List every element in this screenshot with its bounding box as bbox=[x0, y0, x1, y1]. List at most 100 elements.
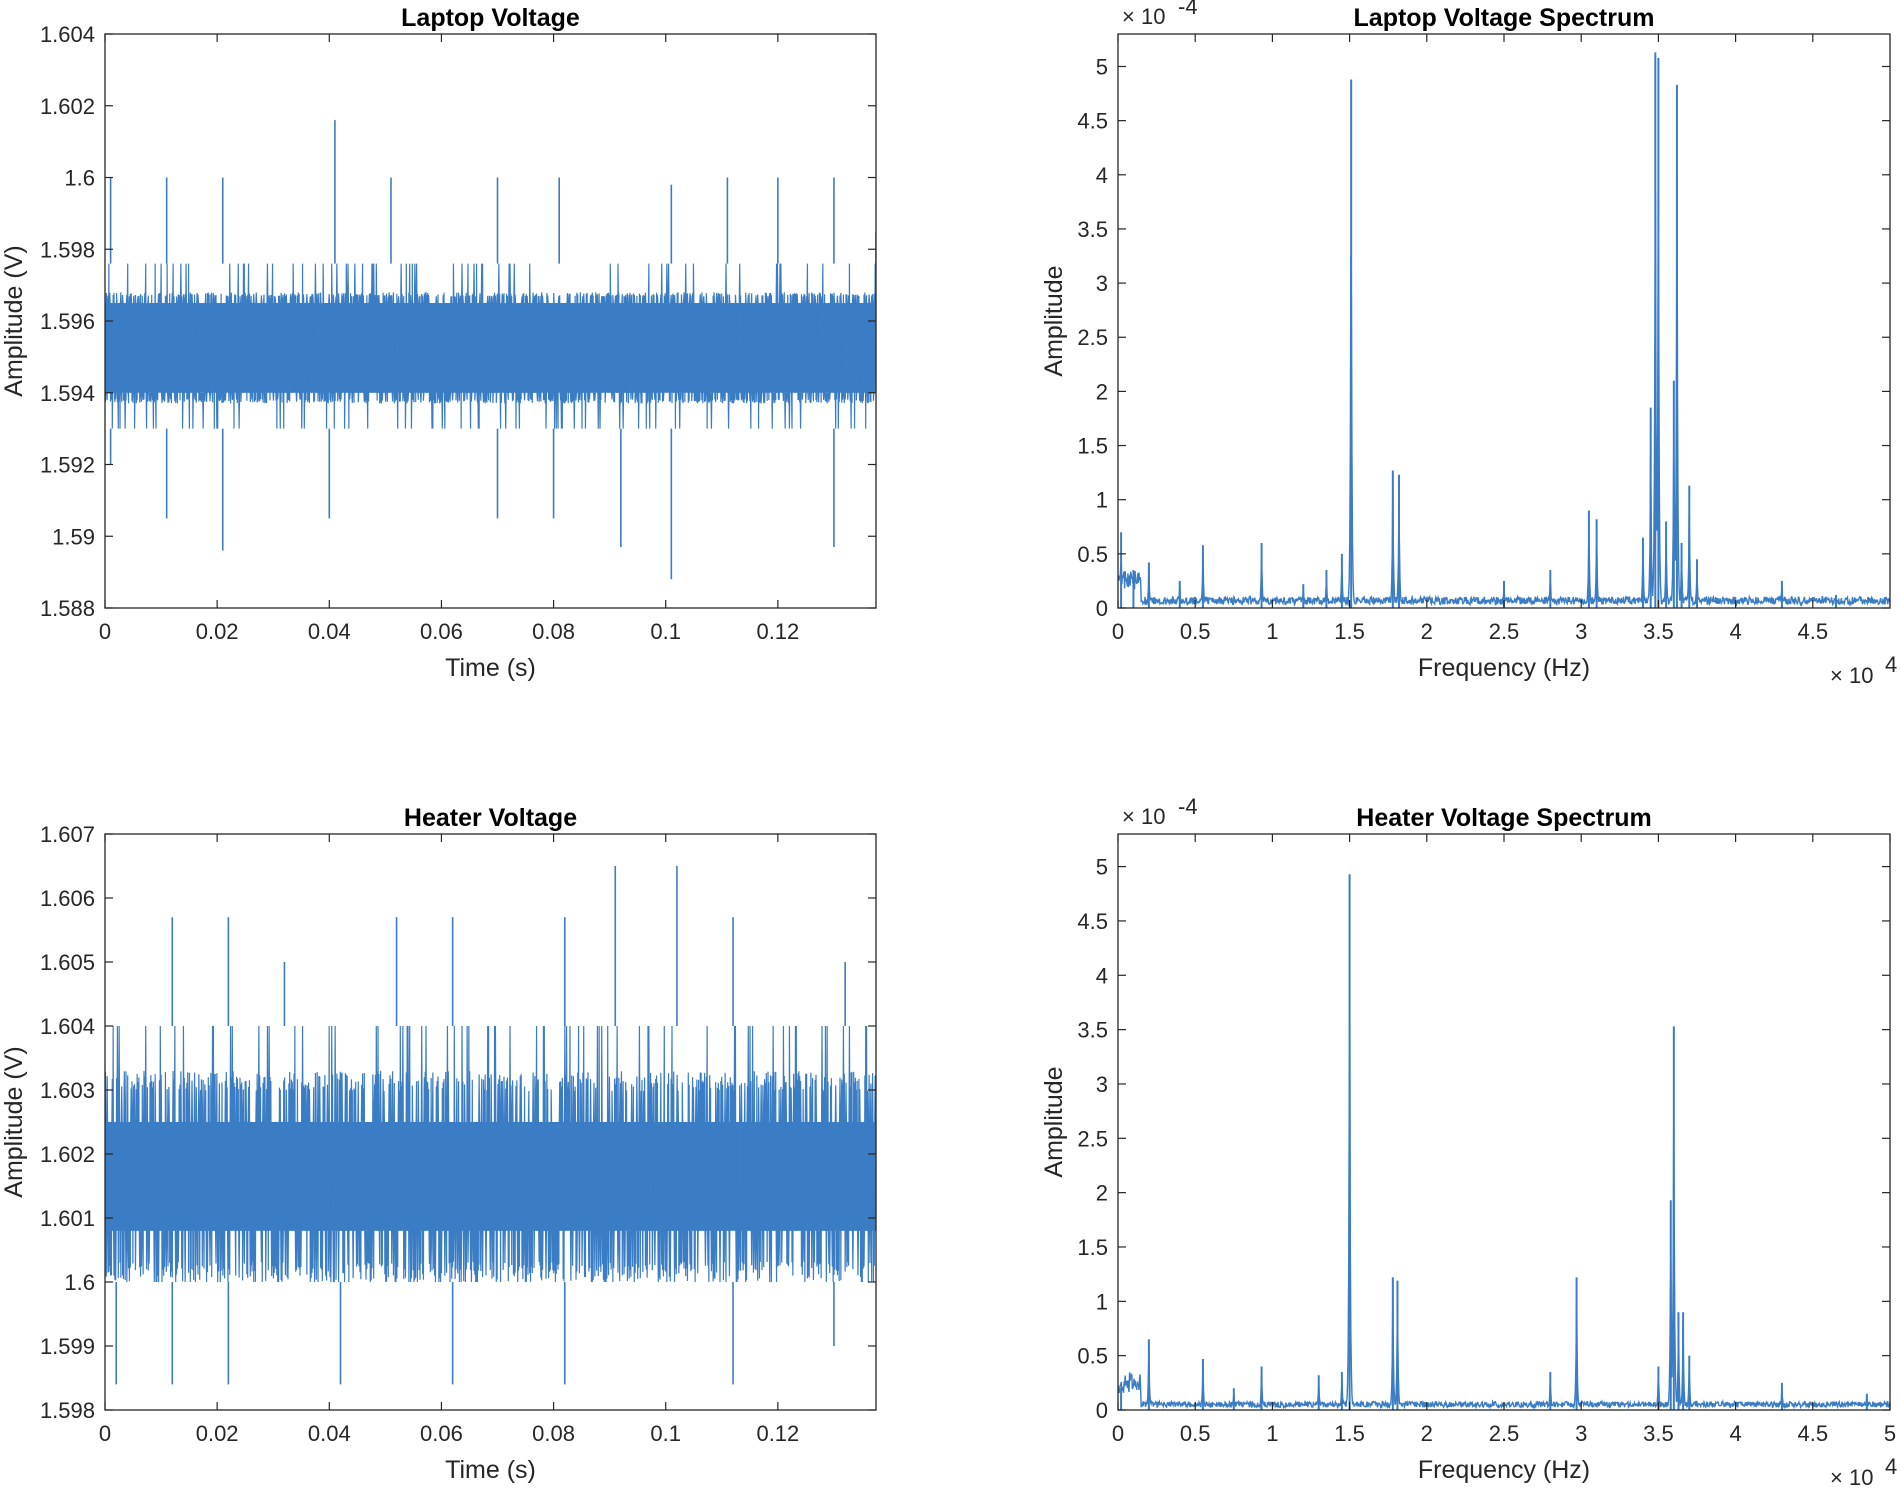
subplot-laptop-voltage-spectrum: 0 0.5 1 1.5 2 2.5 3 3.5 4 4.5 0 0.5 1 1.5 2 2.5 3 3.5 4 4.5… bbox=[1040, 0, 1897, 688]
y-tick-label: 1.592 bbox=[40, 453, 95, 478]
x-tick-label: 3.5 bbox=[1643, 619, 1674, 644]
y-tick-label: 1.601 bbox=[40, 1206, 95, 1231]
y-exponent-label: -4 bbox=[1178, 794, 1198, 819]
x-tick-label: 4 bbox=[1729, 1421, 1741, 1446]
x-tick-label: 3.5 bbox=[1643, 1421, 1674, 1446]
x-tick-label: 0.5 bbox=[1180, 1421, 1211, 1446]
x-tick-label: 0.04 bbox=[308, 1421, 351, 1446]
y-tick-label: 1.596 bbox=[40, 309, 95, 334]
x-tick-label: 2 bbox=[1421, 619, 1433, 644]
y-tick-label: 1.605 bbox=[40, 950, 95, 975]
x-tick-label: 3 bbox=[1575, 1421, 1587, 1446]
chart-title: Heater Voltage bbox=[404, 804, 577, 832]
data-series bbox=[1118, 52, 1890, 608]
x-tick-label: 1.5 bbox=[1334, 1421, 1365, 1446]
x-tick-label: 0.06 bbox=[420, 1421, 463, 1446]
x-tick-label: 1 bbox=[1266, 1421, 1278, 1446]
x-tick-label: 0.1 bbox=[650, 1421, 681, 1446]
y-tick-label: 1.599 bbox=[40, 1334, 95, 1359]
x-tick-label: 4.5 bbox=[1798, 1421, 1829, 1446]
subplot-heater-voltage: 0 0.02 0.04 0.06 0.08 0.1 0.12 1.598 1.599 1.6 1.6… bbox=[0, 804, 877, 1484]
y-axis-label: Amplitude (V) bbox=[0, 1046, 28, 1197]
chart-title: Laptop Voltage bbox=[401, 4, 580, 32]
x-tick-label: 1 bbox=[1266, 619, 1278, 644]
y-axis-label: Amplitude (V) bbox=[0, 245, 28, 396]
y-tick-label: 2.5 bbox=[1077, 1126, 1108, 1151]
x-tick-label: 0 bbox=[1112, 619, 1124, 644]
y-tick-label: 3 bbox=[1096, 271, 1108, 296]
x-tick-label: 0 bbox=[1112, 1421, 1124, 1446]
x-tick-label: 2 bbox=[1421, 1421, 1433, 1446]
y-tick-label: 1.603 bbox=[40, 1078, 95, 1103]
subplot-heater-voltage-spectrum: 0 0.5 1 1.5 2 2.5 3 3.5 4 4.5 5 0 0.5 1 1.5 2 2.5 3 3.5 4 4.… bbox=[1040, 794, 1897, 1488]
x-tick-label: 3 bbox=[1575, 619, 1587, 644]
x-tick-label: 0.06 bbox=[420, 619, 463, 644]
x-axis-label: Time (s) bbox=[445, 1456, 536, 1484]
subplot-laptop-voltage: 0 0.02 0.04 0.06 0.08 0.1 0.12 1.588 1.59 1.592 1.… bbox=[0, 4, 877, 682]
x-axis-label: Frequency (Hz) bbox=[1418, 1456, 1590, 1484]
y-tick-label: 1.594 bbox=[40, 381, 95, 406]
x-exponent-label: 4 bbox=[1885, 1454, 1897, 1479]
y-tick-label: 1.604 bbox=[40, 22, 95, 47]
data-series bbox=[105, 120, 876, 580]
x-tick-label: 4 bbox=[1729, 619, 1741, 644]
y-tick-label: 1.588 bbox=[40, 596, 95, 621]
x-tick-label: 0.1 bbox=[650, 619, 681, 644]
y-multiplier-label: × 10 bbox=[1122, 4, 1165, 29]
chart-title: Laptop Voltage Spectrum bbox=[1354, 4, 1655, 32]
y-exponent-label: -4 bbox=[1178, 0, 1198, 19]
x-tick-label: 0 bbox=[99, 1421, 111, 1446]
x-tick-label: 0.08 bbox=[532, 619, 575, 644]
y-tick-label: 1.598 bbox=[40, 1398, 95, 1423]
y-tick-label: 4 bbox=[1096, 963, 1108, 988]
y-tick-label: 2 bbox=[1096, 379, 1108, 404]
chart-title: Heater Voltage Spectrum bbox=[1356, 804, 1651, 832]
y-tick-label: 1 bbox=[1096, 1289, 1108, 1314]
x-exponent-label: 4 bbox=[1885, 652, 1897, 677]
y-tick-label: 2 bbox=[1096, 1181, 1108, 1206]
x-tick-label: 0.04 bbox=[308, 619, 351, 644]
y-tick-label: 0 bbox=[1096, 1398, 1108, 1423]
x-tick-label: 0.5 bbox=[1180, 619, 1211, 644]
x-tick-label: 4.5 bbox=[1798, 619, 1829, 644]
y-tick-label: 3.5 bbox=[1077, 1018, 1108, 1043]
y-tick-label: 1.6 bbox=[64, 1270, 95, 1295]
y-tick-label: 0 bbox=[1096, 596, 1108, 621]
y-tick-label: 0.5 bbox=[1077, 542, 1108, 567]
y-tick-label: 1.602 bbox=[40, 94, 95, 119]
x-axis-label: Frequency (Hz) bbox=[1418, 654, 1590, 682]
x-tick-label: 1.5 bbox=[1334, 619, 1365, 644]
y-tick-label: 3 bbox=[1096, 1072, 1108, 1097]
y-tick-label: 1.5 bbox=[1077, 434, 1108, 459]
y-tick-label: 1.602 bbox=[40, 1142, 95, 1167]
data-series bbox=[1118, 874, 1890, 1410]
y-tick-label: 4.5 bbox=[1077, 109, 1108, 134]
x-tick-label: 5 bbox=[1884, 1421, 1896, 1446]
y-tick-label: 2.5 bbox=[1077, 325, 1108, 350]
y-axis-label: Amplitude bbox=[1040, 265, 1068, 376]
x-tick-label: 0 bbox=[99, 619, 111, 644]
y-multiplier-label: × 10 bbox=[1122, 804, 1165, 829]
x-tick-label: 2.5 bbox=[1489, 619, 1520, 644]
x-tick-label: 0.08 bbox=[532, 1421, 575, 1446]
x-tick-label: 2.5 bbox=[1489, 1421, 1520, 1446]
y-tick-label: 1.604 bbox=[40, 1014, 95, 1039]
x-tick-label: 0.02 bbox=[196, 619, 239, 644]
y-tick-label: 1.607 bbox=[40, 822, 95, 847]
x-multiplier-label: × 10 bbox=[1830, 663, 1873, 688]
y-tick-label: 3.5 bbox=[1077, 217, 1108, 242]
x-tick-label: 0.12 bbox=[756, 619, 799, 644]
x-tick-label: 0.12 bbox=[756, 1421, 799, 1446]
x-multiplier-label: × 10 bbox=[1830, 1465, 1873, 1488]
data-series bbox=[105, 866, 876, 1385]
signal-line bbox=[105, 263, 876, 429]
y-axis-label: Amplitude bbox=[1040, 1066, 1068, 1177]
y-tick-label: 1.6 bbox=[64, 166, 95, 191]
y-tick-label: 5 bbox=[1096, 855, 1108, 880]
y-tick-label: 1.5 bbox=[1077, 1235, 1108, 1260]
y-tick-label: 0.5 bbox=[1077, 1344, 1108, 1369]
y-tick-label: 5 bbox=[1096, 54, 1108, 79]
x-axis-label: Time (s) bbox=[445, 654, 536, 682]
y-tick-label: 4.5 bbox=[1077, 909, 1108, 934]
